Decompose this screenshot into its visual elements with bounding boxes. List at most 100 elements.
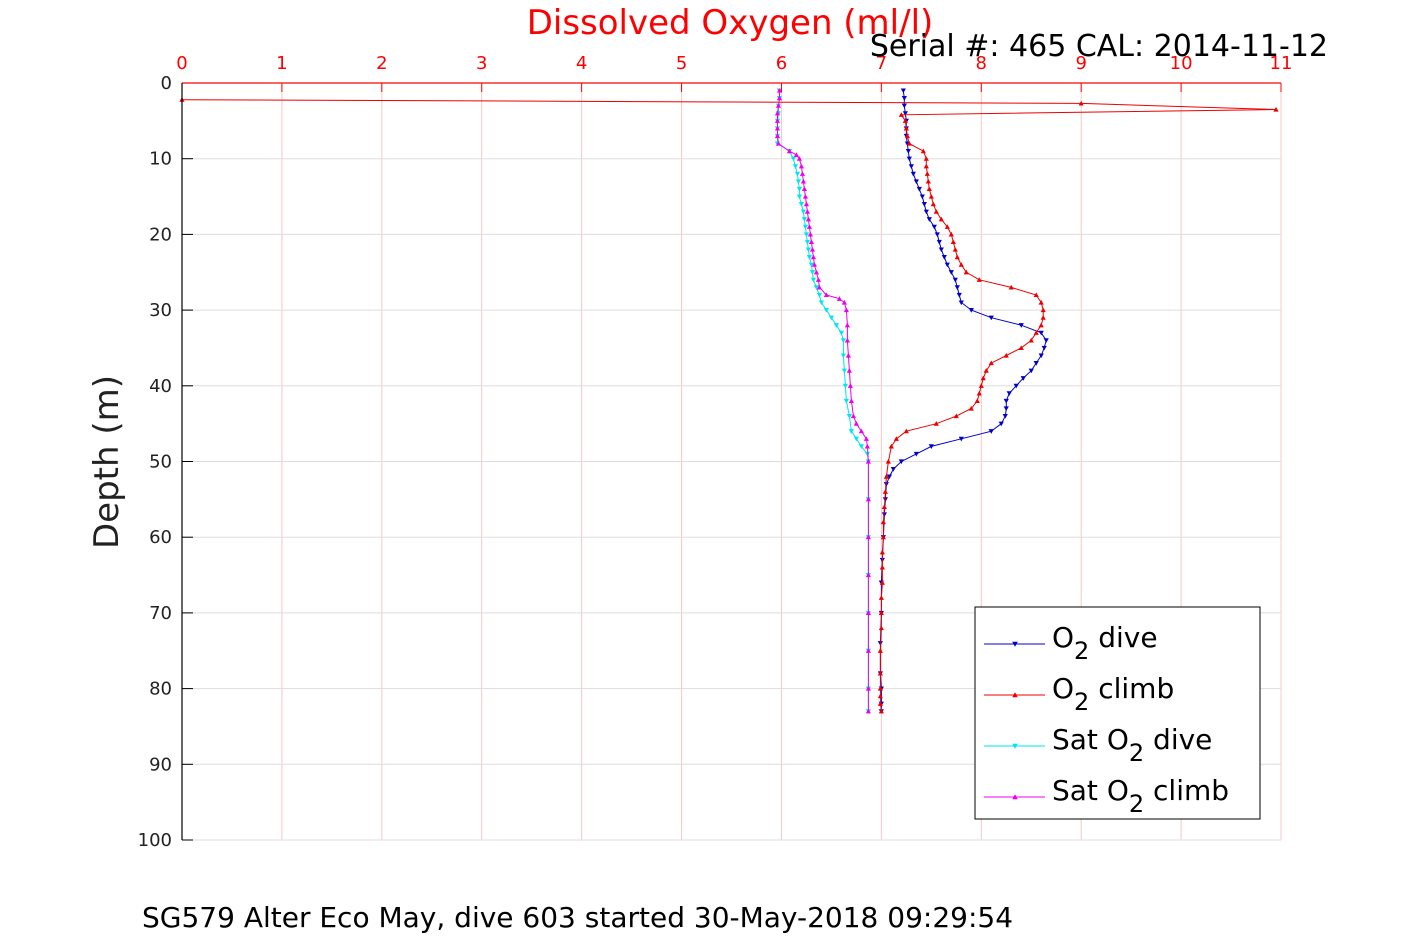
data-point	[913, 179, 919, 185]
data-point	[1018, 323, 1024, 328]
data-point	[842, 383, 848, 389]
data-point	[974, 398, 980, 404]
x-tick-label: 7	[876, 53, 887, 74]
y-tick-label: 20	[149, 224, 172, 245]
data-point	[841, 368, 847, 374]
data-point	[774, 118, 781, 123]
data-point	[920, 148, 926, 154]
data-point	[1033, 361, 1039, 366]
data-point	[863, 436, 869, 441]
data-point	[888, 443, 894, 449]
legend-label: O2 climb	[1052, 672, 1174, 716]
data-point	[916, 186, 922, 192]
legend-label-base: O	[1052, 672, 1074, 705]
y-tick-label: 60	[149, 527, 172, 548]
data-point	[865, 534, 871, 540]
data-point	[928, 193, 934, 199]
legend-label-sub: 2	[1074, 688, 1089, 716]
data-point	[879, 564, 885, 570]
data-point	[898, 459, 904, 465]
data-point	[802, 193, 809, 199]
data-point	[906, 140, 912, 146]
legend-box	[974, 606, 1261, 820]
data-point	[823, 308, 830, 313]
data-point	[877, 693, 883, 699]
data-point	[816, 284, 823, 290]
data-point	[944, 224, 950, 229]
data-point	[881, 504, 887, 509]
x-tick-label: 9	[1075, 53, 1086, 74]
legend-label-suffix: dive	[1144, 723, 1212, 756]
data-point	[958, 262, 964, 267]
data-point	[1006, 391, 1012, 396]
data-point	[793, 152, 800, 157]
data-point	[878, 708, 884, 714]
data-point	[1040, 315, 1046, 320]
legend-label-suffix: dive	[1089, 621, 1157, 654]
data-point	[774, 133, 781, 139]
data-point	[1028, 337, 1034, 343]
data-point	[1008, 284, 1014, 290]
data-point	[878, 610, 884, 615]
data-point	[776, 87, 783, 93]
data-point	[792, 164, 799, 169]
data-point	[806, 255, 813, 260]
data-point	[865, 458, 871, 464]
data-point	[810, 254, 817, 260]
data-point	[858, 428, 864, 434]
data-point	[841, 299, 847, 305]
data-point	[816, 292, 823, 298]
data-point	[950, 239, 956, 245]
legend-label-sub: 2	[1129, 790, 1144, 818]
data-point	[807, 231, 814, 237]
data-point	[1040, 307, 1046, 313]
y-tick-label: 80	[149, 679, 172, 700]
data-point	[809, 270, 816, 275]
data-point	[898, 112, 904, 117]
data-point	[952, 246, 958, 252]
legend-swatch-marker	[1012, 641, 1018, 647]
data-point	[840, 353, 846, 359]
x-tick-label: 2	[376, 53, 387, 74]
data-point	[853, 421, 859, 426]
data-point	[877, 648, 883, 653]
data-point	[838, 330, 844, 336]
data-point	[808, 239, 815, 245]
data-point	[902, 111, 908, 116]
data-point	[880, 519, 886, 525]
data-point	[810, 277, 817, 283]
legend-label-base: O	[1107, 774, 1129, 807]
data-point	[878, 625, 884, 631]
data-point	[954, 285, 960, 290]
legend-label: Sat O2 dive	[1052, 723, 1212, 767]
data-point	[893, 436, 899, 441]
x-tick-label: 5	[676, 53, 687, 74]
data-point	[865, 572, 871, 578]
data-point	[980, 375, 986, 381]
legend-label-suffix: climb	[1144, 774, 1229, 807]
data-point	[926, 217, 932, 222]
data-point	[774, 125, 781, 131]
data-point	[905, 149, 911, 154]
data-point	[848, 398, 854, 404]
x-tick-label: 11	[1270, 53, 1293, 74]
data-point	[1273, 106, 1279, 112]
y-tick-label: 0	[161, 73, 172, 94]
data-point	[901, 103, 907, 109]
data-point	[925, 178, 931, 184]
data-point	[952, 277, 958, 283]
data-point	[924, 171, 930, 176]
legend-label: O2 dive	[1052, 621, 1158, 665]
data-point	[976, 390, 982, 396]
data-point	[890, 466, 896, 472]
data-point	[998, 421, 1004, 427]
data-point	[805, 216, 812, 222]
legend-item-o2_climb: O2 climb	[984, 672, 1174, 716]
legend-label: Sat O2 climb	[1052, 774, 1229, 818]
legend-label-suffix: climb	[1089, 672, 1174, 705]
data-point	[796, 194, 803, 200]
data-point	[796, 156, 803, 161]
data-point	[847, 383, 853, 388]
y-tick-label: 30	[149, 300, 172, 321]
